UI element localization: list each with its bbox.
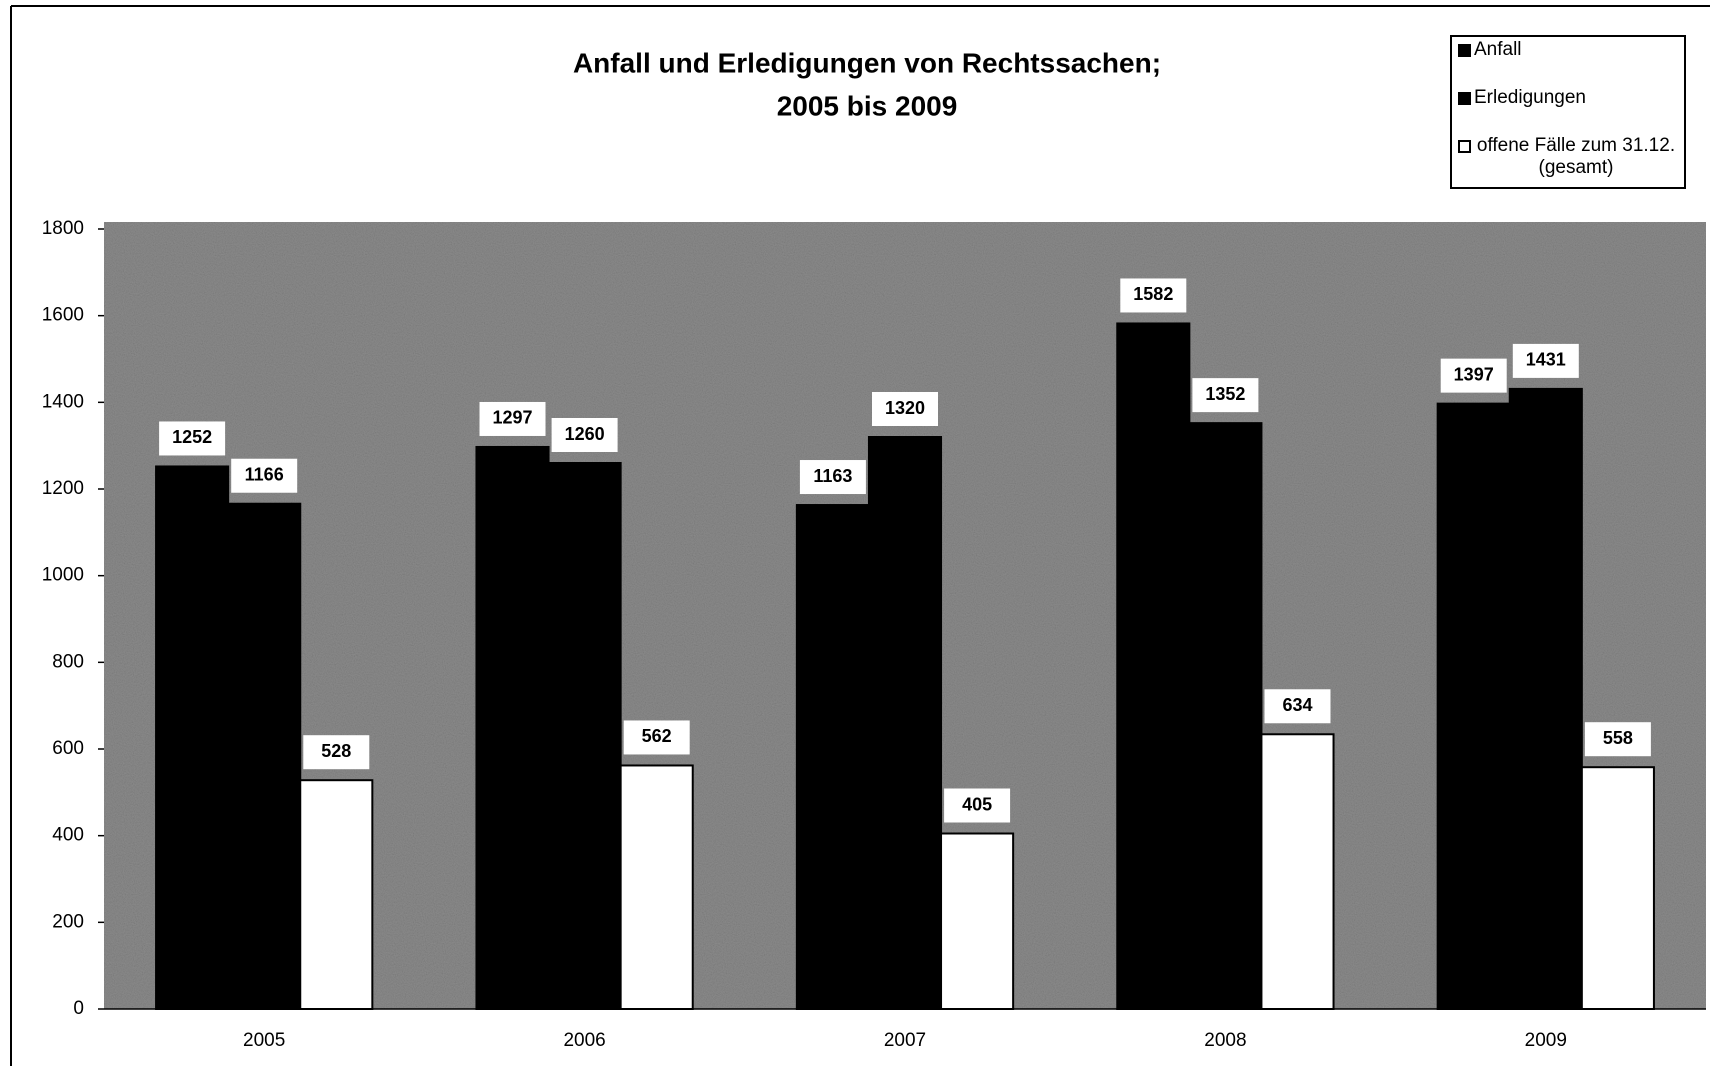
data-label: 1163 — [813, 466, 852, 486]
data-label: 405 — [962, 794, 992, 814]
legend-item: Anfall — [1458, 39, 1678, 61]
bar — [867, 436, 943, 1010]
y-tick-label: 1000 — [42, 565, 84, 586]
data-label-box — [303, 735, 370, 770]
bar — [1580, 766, 1655, 1011]
legend-swatch — [1458, 140, 1471, 153]
data-label-box — [623, 720, 690, 755]
bar — [227, 502, 302, 1010]
y-tick-label: 600 — [52, 738, 84, 759]
data-label: 1352 — [1205, 384, 1245, 404]
legend: Anfall Erledigungen offene Fälle zum 31.12… — [1450, 35, 1686, 189]
legend-swatch — [1458, 92, 1471, 105]
bar — [155, 465, 230, 1010]
legend-item: Erledigungen — [1458, 87, 1678, 109]
y-tick-label: 400 — [52, 825, 84, 846]
data-label-box — [1120, 278, 1187, 313]
bar — [1116, 322, 1191, 1010]
bar — [547, 462, 622, 1010]
data-label-box — [479, 401, 546, 436]
data-label-box — [551, 418, 618, 452]
y-tick-label: 1200 — [42, 478, 84, 499]
y-tick-label: 1800 — [42, 218, 84, 239]
data-label: 634 — [1282, 695, 1312, 715]
bar — [475, 445, 550, 1010]
legend-label: Anfall — [1474, 39, 1522, 60]
data-label-box — [799, 460, 866, 495]
data-label-box — [1192, 378, 1259, 413]
data-label: 558 — [1603, 728, 1633, 748]
data-label: 1582 — [1133, 284, 1173, 304]
chart-title: Anfall und Erledigungen von Rechtssachen… — [573, 47, 1161, 78]
bar — [795, 504, 870, 1010]
legend-label: offene Fälle zum 31.12. (gesamt) — [1476, 135, 1676, 178]
data-label-box — [1584, 722, 1651, 757]
data-label-box — [1512, 343, 1579, 378]
data-label: 1166 — [245, 464, 284, 484]
plot: 0 200 400 600 800 1000 1200 1400 1600 1800 2005 200… — [42, 218, 1706, 1051]
bar — [299, 779, 374, 1011]
bar — [1260, 733, 1335, 1010]
x-tick-label: 2008 — [1204, 1030, 1246, 1051]
x-tick-label: 2005 — [243, 1030, 285, 1051]
bar — [940, 832, 1015, 1010]
data-label: 1320 — [885, 398, 925, 418]
y-tick-label: 0 — [73, 998, 84, 1019]
x-tick-label: 2007 — [884, 1030, 926, 1051]
data-label: 1252 — [172, 427, 212, 447]
data-label-box — [231, 458, 298, 493]
legend-label: Erledigungen — [1474, 87, 1586, 108]
data-label: 1397 — [1454, 364, 1494, 384]
data-label: 1431 — [1526, 350, 1566, 370]
bar — [1436, 402, 1511, 1010]
data-label-box — [1264, 689, 1331, 724]
y-tick-label: 200 — [52, 911, 84, 932]
legend-item: offene Fälle zum 31.12. (gesamt) — [1458, 135, 1678, 179]
legend-swatch — [1458, 44, 1471, 57]
x-tick-label: 2006 — [563, 1030, 605, 1051]
data-label-box — [872, 392, 938, 426]
bar — [1188, 422, 1263, 1010]
data-label-box — [159, 421, 226, 456]
data-label-box — [1440, 358, 1507, 393]
data-label-box — [944, 788, 1011, 823]
y-tick-label: 800 — [52, 651, 84, 672]
y-tick-label: 1600 — [42, 305, 84, 326]
title: Anfall und Erledigungen von Rechtssachen… — [573, 47, 1161, 121]
bar — [619, 764, 694, 1011]
data-label: 1260 — [565, 424, 605, 444]
data-label: 528 — [321, 741, 351, 761]
data-label: 1297 — [492, 408, 532, 428]
data-label: 562 — [642, 726, 672, 746]
chart-title: 2005 bis 2009 — [777, 90, 958, 121]
bar — [1508, 387, 1583, 1010]
x-tick-label: 2009 — [1525, 1030, 1567, 1051]
y-tick-label: 1400 — [42, 391, 84, 412]
